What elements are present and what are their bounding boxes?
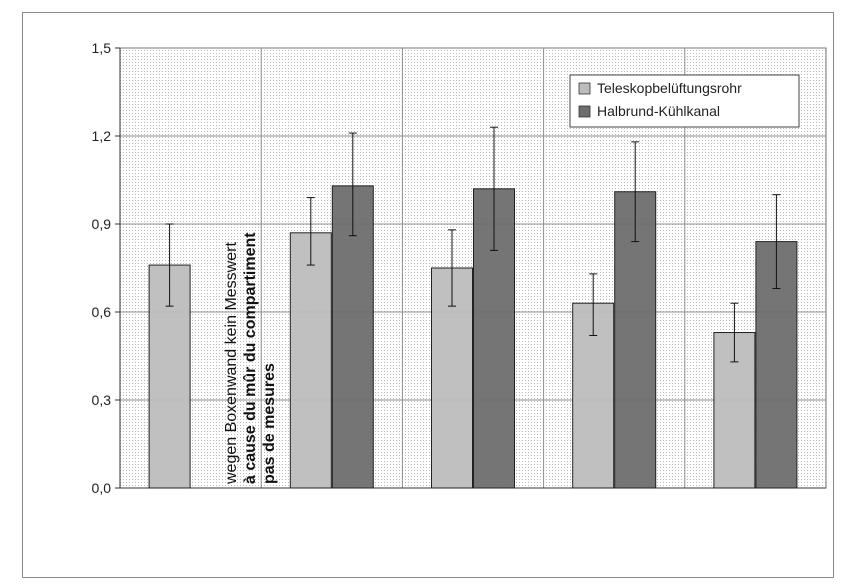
gridlines	[120, 48, 826, 488]
y-tick-label: 0,9	[92, 216, 112, 232]
annotation-line-2: à cause du mûr du compartiment	[242, 232, 259, 484]
y-tick-label: 0,3	[92, 392, 112, 408]
bar-series-1	[289, 232, 332, 489]
legend-label-series-2: Halbrund-Kühlkanal	[597, 103, 720, 119]
y-tick-label: 1,2	[92, 128, 112, 144]
legend-swatch-series-2	[578, 105, 591, 118]
chart-frame: 0,0 0,3 0,6 0,9 1,2 1,5 Teleskopbelüftungsroh…	[22, 12, 834, 578]
error-bars	[165, 126, 781, 363]
annotation-line-1: wegen Boxenwand kein Messwert	[223, 242, 240, 485]
y-tick-label: 0,6	[92, 304, 112, 320]
y-tick-label: 1,5	[92, 40, 112, 56]
y-axis: 0,0 0,3 0,6 0,9 1,2 1,5	[92, 40, 826, 496]
legend-swatch-series-1	[578, 82, 591, 95]
bar-series-1	[572, 302, 615, 489]
y-tick-label: 0,0	[92, 480, 112, 496]
legend-label-series-1: Teleskopbelüftungsrohr	[597, 80, 742, 96]
annotation-line-3: pas de mesures	[261, 363, 278, 484]
legend: Teleskopbelüftungsrohr Halbrund-Kühlkana…	[569, 74, 800, 128]
legend-box	[569, 74, 800, 128]
bar-chart: 0,0 0,3 0,6 0,9 1,2 1,5 Teleskopbelüftungsroh…	[92, 40, 827, 496]
